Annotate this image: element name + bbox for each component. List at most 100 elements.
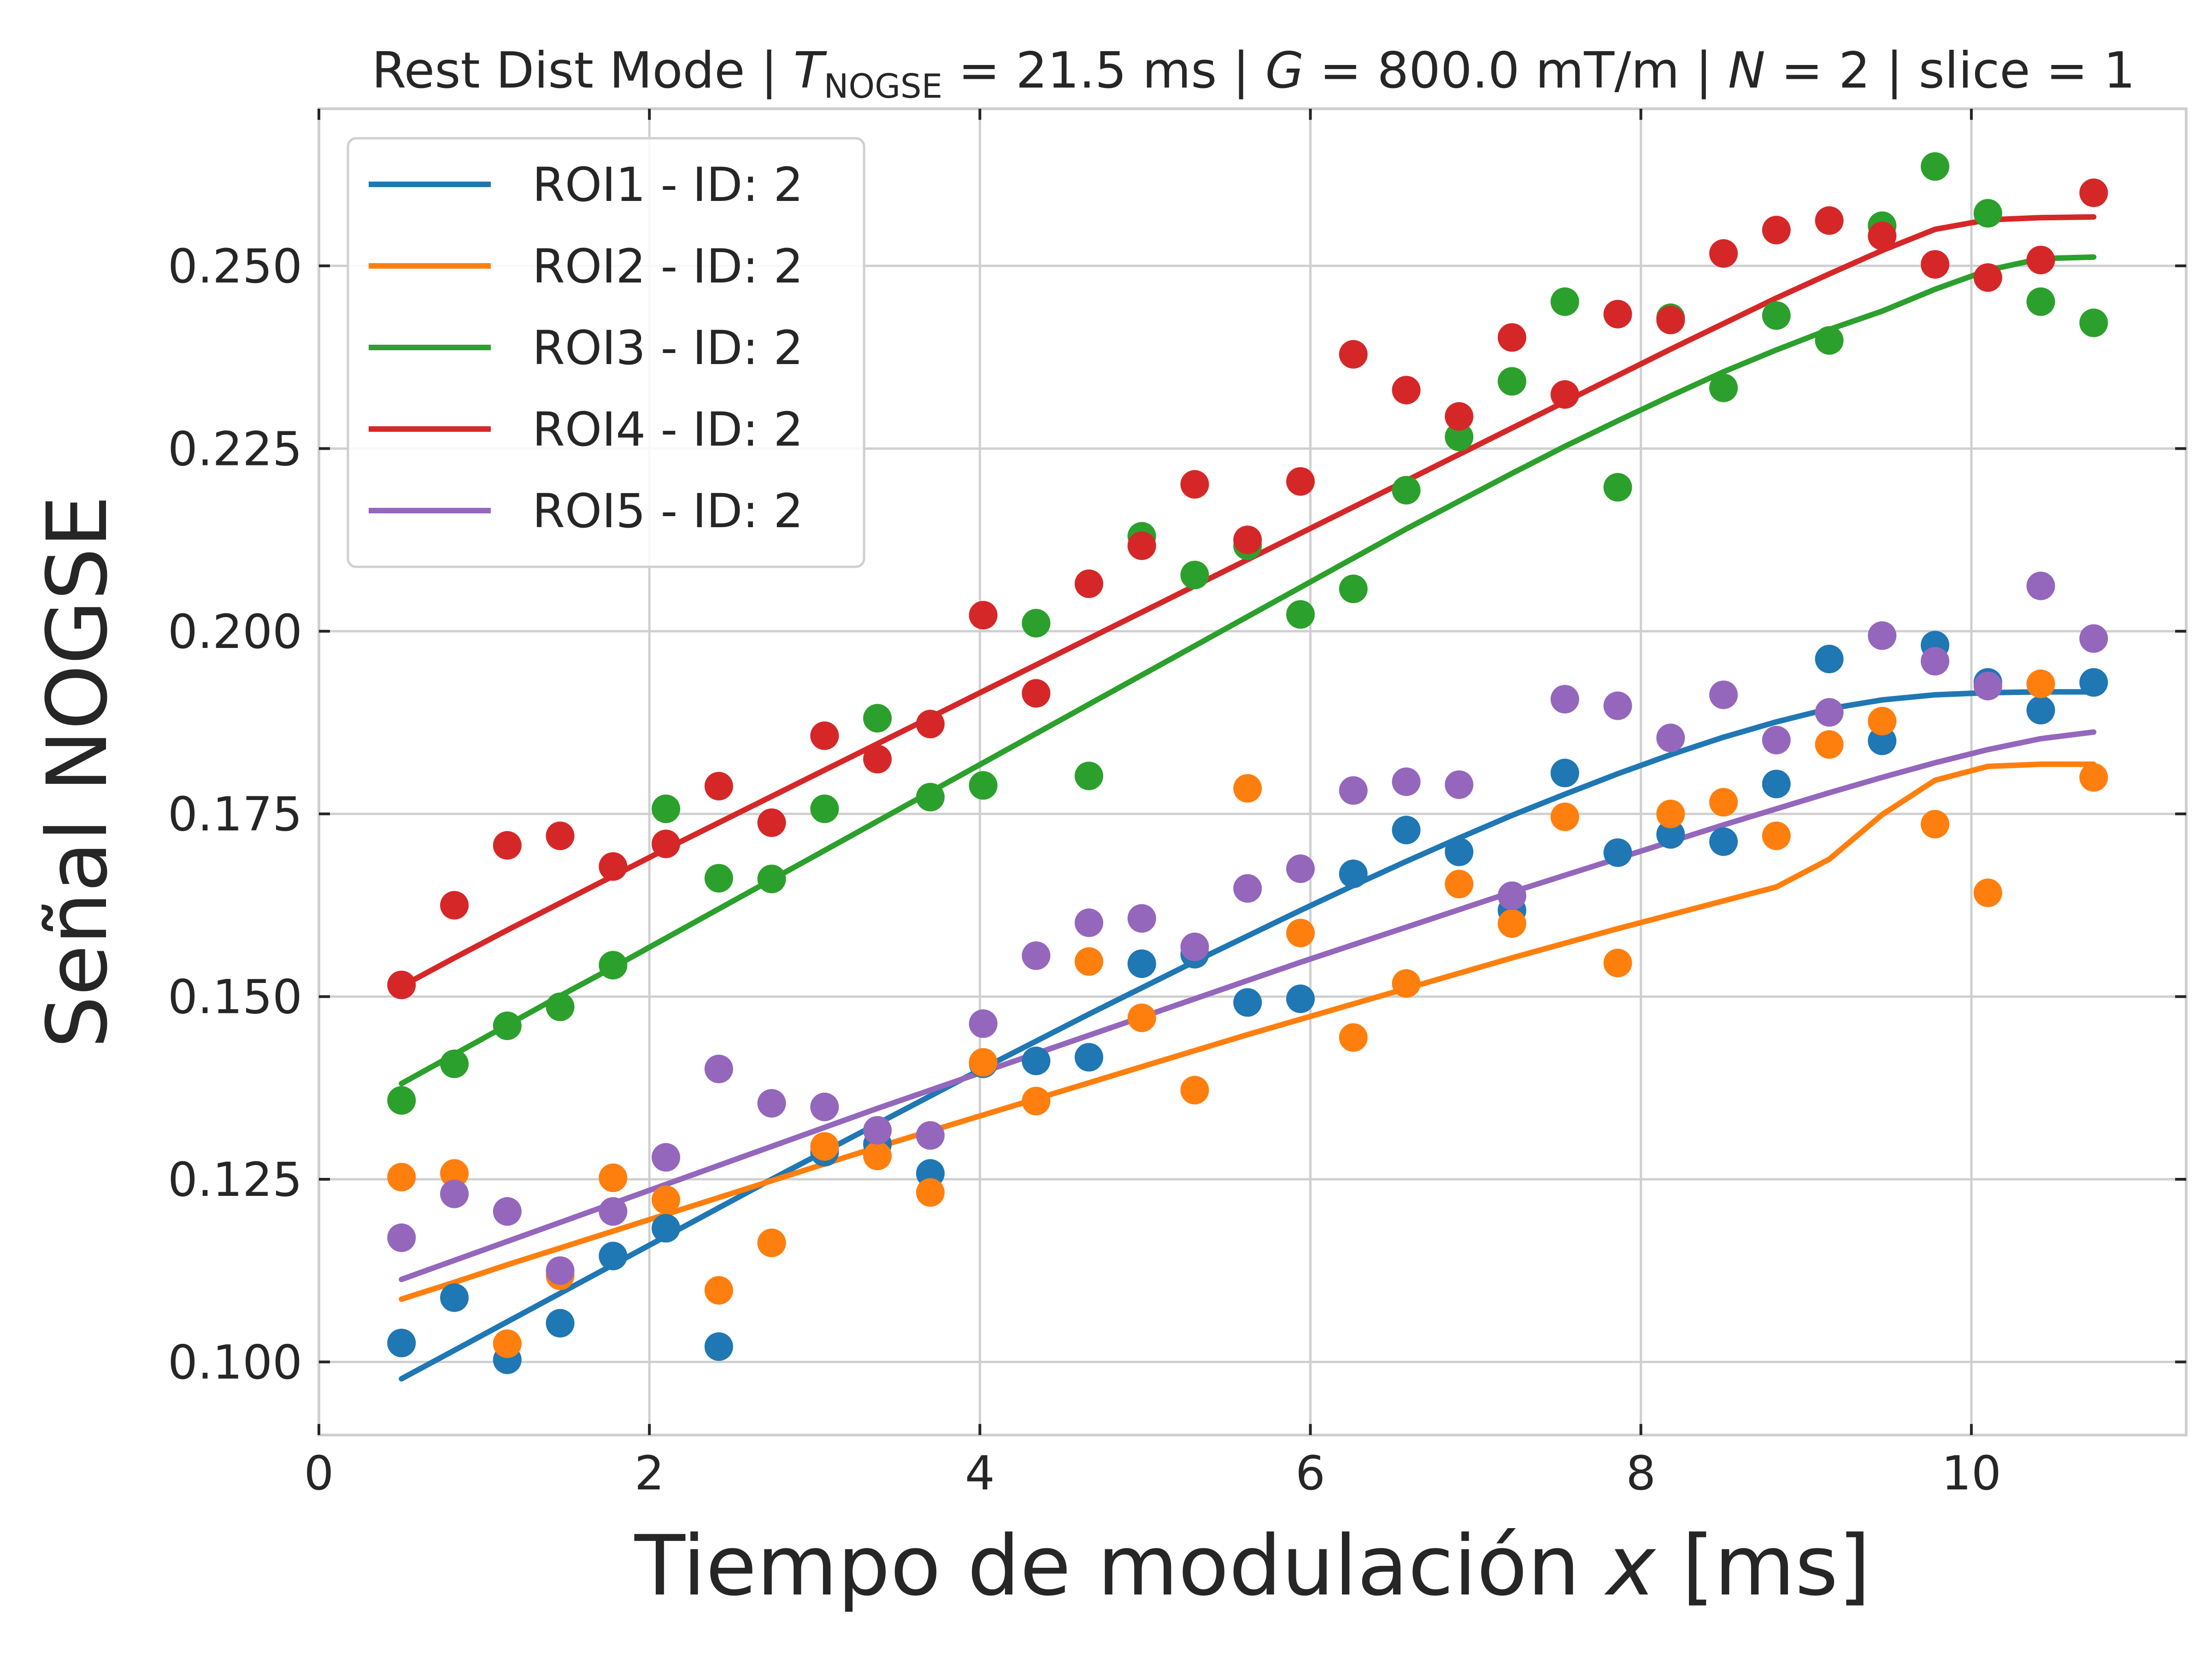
axis-ticks: 0 2 4 6 8 10 0.100 0.125 0.150 0.175 0.200 0.225 0.2… (168, 109, 2186, 1501)
roi2-data-point (1868, 706, 1897, 735)
roi4-data-point (2079, 178, 2108, 207)
chart-title: Rest Dist Mode | TNOGSE = 21.5 ms | G = … (372, 42, 2136, 106)
roi3-data-point (704, 864, 733, 893)
roi3-data-point (969, 771, 998, 800)
legend-box (347, 137, 865, 568)
roi3-data-point (1445, 423, 1474, 451)
roi4-data-point (1762, 216, 1791, 245)
roi5-data-point (1075, 908, 1103, 937)
roi5-data-point (2026, 571, 2055, 600)
roi3-data-point (2026, 287, 2055, 316)
legend-label: ROI2 - ID: 2 (532, 239, 803, 294)
roi3-data-point (1973, 199, 2002, 228)
roi4-data-point (757, 808, 786, 837)
roi4-data-point (1709, 239, 1738, 268)
roi4-data-point (916, 710, 945, 739)
roi4-data-point (1339, 340, 1368, 369)
roi1-data-point (1022, 1047, 1051, 1076)
roi1-data-point (1445, 837, 1474, 866)
roi1-data-point (1550, 759, 1579, 788)
roi2-data-point (1921, 810, 1949, 839)
roi1-data-point (1075, 1043, 1103, 1072)
roi4-data-point (1550, 380, 1579, 409)
roi4-data-point (493, 831, 522, 860)
roi5-data-point (757, 1089, 786, 1118)
x-tick-label: 8 (1626, 1446, 1656, 1501)
roi3-data-point (1603, 473, 1632, 502)
legend-label: ROI3 - ID: 2 (532, 321, 803, 376)
roi2-data-point (493, 1329, 522, 1358)
roi2-data-point (1656, 800, 1685, 829)
roi3-data-point (1392, 476, 1421, 505)
roi3-data-point (1339, 574, 1368, 603)
roi1-data-point (1392, 816, 1421, 845)
roi5-data-point (1339, 776, 1368, 805)
y-tick-label: 0.125 (168, 1153, 302, 1207)
roi4-data-point (704, 771, 733, 800)
roi2-data-point (1180, 1076, 1209, 1105)
y-axis-label: Señal NOGSE (29, 495, 126, 1048)
roi2-data-point (704, 1276, 733, 1305)
legend-label: ROI1 - ID: 2 (532, 158, 803, 212)
roi1-data-point (1868, 726, 1897, 755)
roi4-data-point (546, 821, 575, 850)
roi2-data-point (863, 1141, 892, 1171)
roi4-data-point (387, 971, 416, 1000)
roi1-data-point (1656, 820, 1685, 849)
roi1-data-point (546, 1309, 575, 1338)
roi2-data-point (652, 1185, 680, 1214)
roi5-data-point (1762, 726, 1791, 754)
roi5-data-point (810, 1093, 839, 1121)
roi3-data-point (916, 782, 945, 812)
roi5-data-point (1550, 685, 1579, 714)
roi1-data-point (704, 1332, 733, 1361)
roi2-data-point (757, 1229, 786, 1257)
legend: ROI1 - ID: 2 ROI2 - ID: 2 ROI3 - ID: 2 ROI4… (347, 137, 865, 568)
roi1-data-point (2026, 696, 2055, 724)
roi1-data-point (1815, 645, 1844, 673)
roi3-data-point (493, 1012, 522, 1040)
roi1-data-point (599, 1241, 628, 1271)
roi4-data-point (1868, 221, 1897, 250)
roi3-data-point (1550, 287, 1579, 316)
roi1-data-point (440, 1283, 469, 1312)
roi2-data-point (440, 1159, 469, 1188)
legend-label: ROI4 - ID: 2 (532, 402, 803, 457)
roi5-data-point (1656, 724, 1685, 753)
roi1-data-point (1762, 770, 1791, 799)
roi4-data-point (810, 721, 839, 750)
y-tick-label: 0.225 (168, 422, 302, 477)
roi5-data-point (1286, 854, 1315, 883)
roi2-data-point (810, 1132, 839, 1161)
roi3-data-point (1762, 301, 1791, 330)
roi5-data-point (1498, 881, 1526, 910)
y-tick-label: 0.175 (168, 787, 302, 842)
roi5-data-point (1180, 932, 1209, 961)
roi4-data-point (1075, 569, 1103, 598)
roi2-data-point (1498, 909, 1526, 938)
roi5-data-point (440, 1179, 469, 1208)
roi4-data-point (1921, 250, 1949, 279)
y-tick-label: 0.250 (168, 239, 302, 294)
x-axis-label: Tiempo de modulación x [ms] (634, 1518, 1871, 1614)
roi4-data-point (1656, 306, 1685, 335)
roi4-data-point (863, 745, 892, 774)
roi5-data-point (1022, 941, 1051, 970)
roi3-data-point (546, 992, 575, 1021)
roi3-data-point (1921, 152, 1949, 181)
roi2-data-point (1445, 870, 1474, 899)
roi5-data-point (493, 1197, 522, 1226)
roi5-data-point (599, 1197, 628, 1226)
roi2-data-point (1392, 969, 1421, 998)
roi3-data-point (1815, 326, 1844, 355)
roi1-data-point (1339, 859, 1368, 888)
roi1-data-point (387, 1329, 416, 1358)
x-tick-label: 0 (304, 1446, 334, 1501)
roi1-data-point (1709, 827, 1738, 856)
roi1-data-point (1127, 949, 1156, 978)
roi3-data-point (387, 1086, 416, 1115)
roi2-data-point (916, 1178, 945, 1207)
roi3-fit-curve (399, 254, 2097, 1087)
roi5-data-point (1233, 874, 1262, 903)
